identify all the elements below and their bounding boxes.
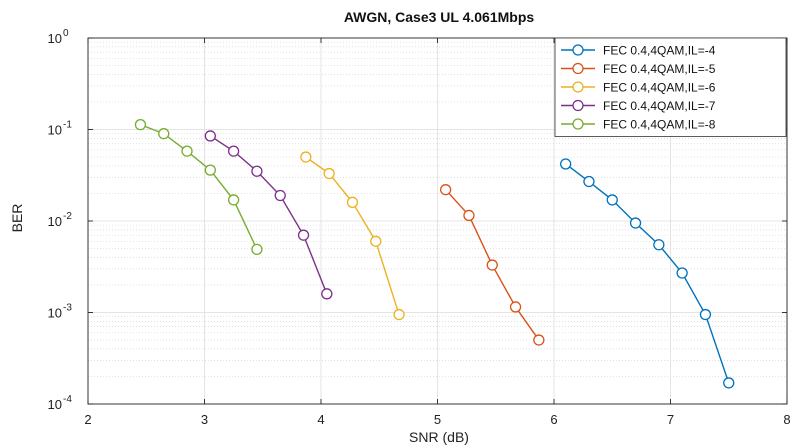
y-tick-label: 10 [48, 306, 62, 321]
chart-title: AWGN, Case3 UL 4.061Mbps [344, 9, 535, 25]
legend-label: FEC 0.4,4QAM,IL=-5 [603, 62, 716, 76]
data-point [723, 377, 735, 389]
data-point [321, 288, 333, 300]
x-tick-label: 6 [550, 412, 557, 427]
data-point [560, 158, 572, 170]
data-point [204, 130, 216, 142]
legend-entry: FEC 0.4,4QAM,IL=-8 [561, 118, 716, 132]
series-4 [204, 130, 333, 300]
legend-marker [572, 62, 584, 75]
y-tick-label: 10 [48, 123, 62, 138]
series-1 [560, 158, 735, 389]
series-5 [134, 118, 263, 255]
data-point [486, 259, 498, 271]
y-axis-label: BER [9, 204, 25, 233]
data-point [300, 151, 312, 163]
x-tick-label: 4 [317, 412, 324, 427]
data-point [393, 308, 405, 321]
legend-entry: FEC 0.4,4QAM,IL=-5 [561, 62, 716, 76]
data-point [629, 217, 642, 229]
y-tick-exponent: -4 [63, 394, 72, 405]
data-point [699, 308, 712, 321]
legend-entry: FEC 0.4,4QAM,IL=-4 [561, 44, 716, 58]
data-point [606, 194, 618, 206]
data-point [251, 165, 263, 177]
legend-label: FEC 0.4,4QAM,IL=-8 [603, 118, 716, 132]
legend: FEC 0.4,4QAM,IL=-4 FEC 0.4,4QAM,IL=-5 FEC … [554, 37, 787, 137]
legend-marker [572, 118, 584, 130]
data-point [346, 196, 359, 208]
data-point [533, 334, 545, 346]
series-3 [300, 151, 405, 321]
data-point [134, 118, 147, 131]
data-point [158, 128, 170, 140]
data-point [463, 209, 475, 222]
y-tick-exponent: -2 [63, 211, 72, 222]
data-point [676, 267, 688, 279]
y-tick-label: 10 [48, 31, 62, 46]
y-tick-exponent: -1 [63, 120, 72, 131]
legend-marker [572, 99, 584, 112]
legend-marker [572, 81, 584, 93]
data-point [227, 194, 240, 206]
x-tick-label: 8 [783, 412, 790, 427]
data-point [440, 184, 452, 196]
legend-marker [572, 44, 584, 56]
legend-label: FEC 0.4,4QAM,IL=-6 [603, 81, 716, 95]
legend-entry: FEC 0.4,4QAM,IL=-6 [561, 81, 716, 95]
x-tick-label: 5 [434, 412, 441, 427]
x-tick-label: 3 [201, 412, 208, 427]
data-point [227, 145, 240, 157]
y-tick-exponent: -3 [63, 303, 72, 314]
data-point [297, 229, 310, 241]
data-point [274, 189, 286, 202]
series-2 [440, 184, 545, 346]
x-tick-label: 7 [667, 412, 674, 427]
y-tick-exponent: 0 [63, 28, 69, 39]
data-point [509, 301, 522, 313]
legend-label: FEC 0.4,4QAM,IL=-7 [603, 99, 716, 113]
x-tick-label: 2 [84, 412, 91, 427]
y-tick-label: 10 [48, 397, 62, 412]
data-point [583, 175, 595, 188]
data-point [653, 239, 665, 251]
legend-label: FEC 0.4,4QAM,IL=-4 [603, 44, 716, 58]
data-point [251, 243, 263, 255]
legend-entry: FEC 0.4,4QAM,IL=-7 [561, 99, 716, 113]
data-point [204, 164, 216, 176]
data-point [181, 145, 193, 157]
data-point [370, 235, 382, 247]
data-point [323, 167, 335, 180]
x-axis-label: SNR (dB) [409, 429, 469, 445]
y-tick-label: 10 [48, 214, 62, 229]
